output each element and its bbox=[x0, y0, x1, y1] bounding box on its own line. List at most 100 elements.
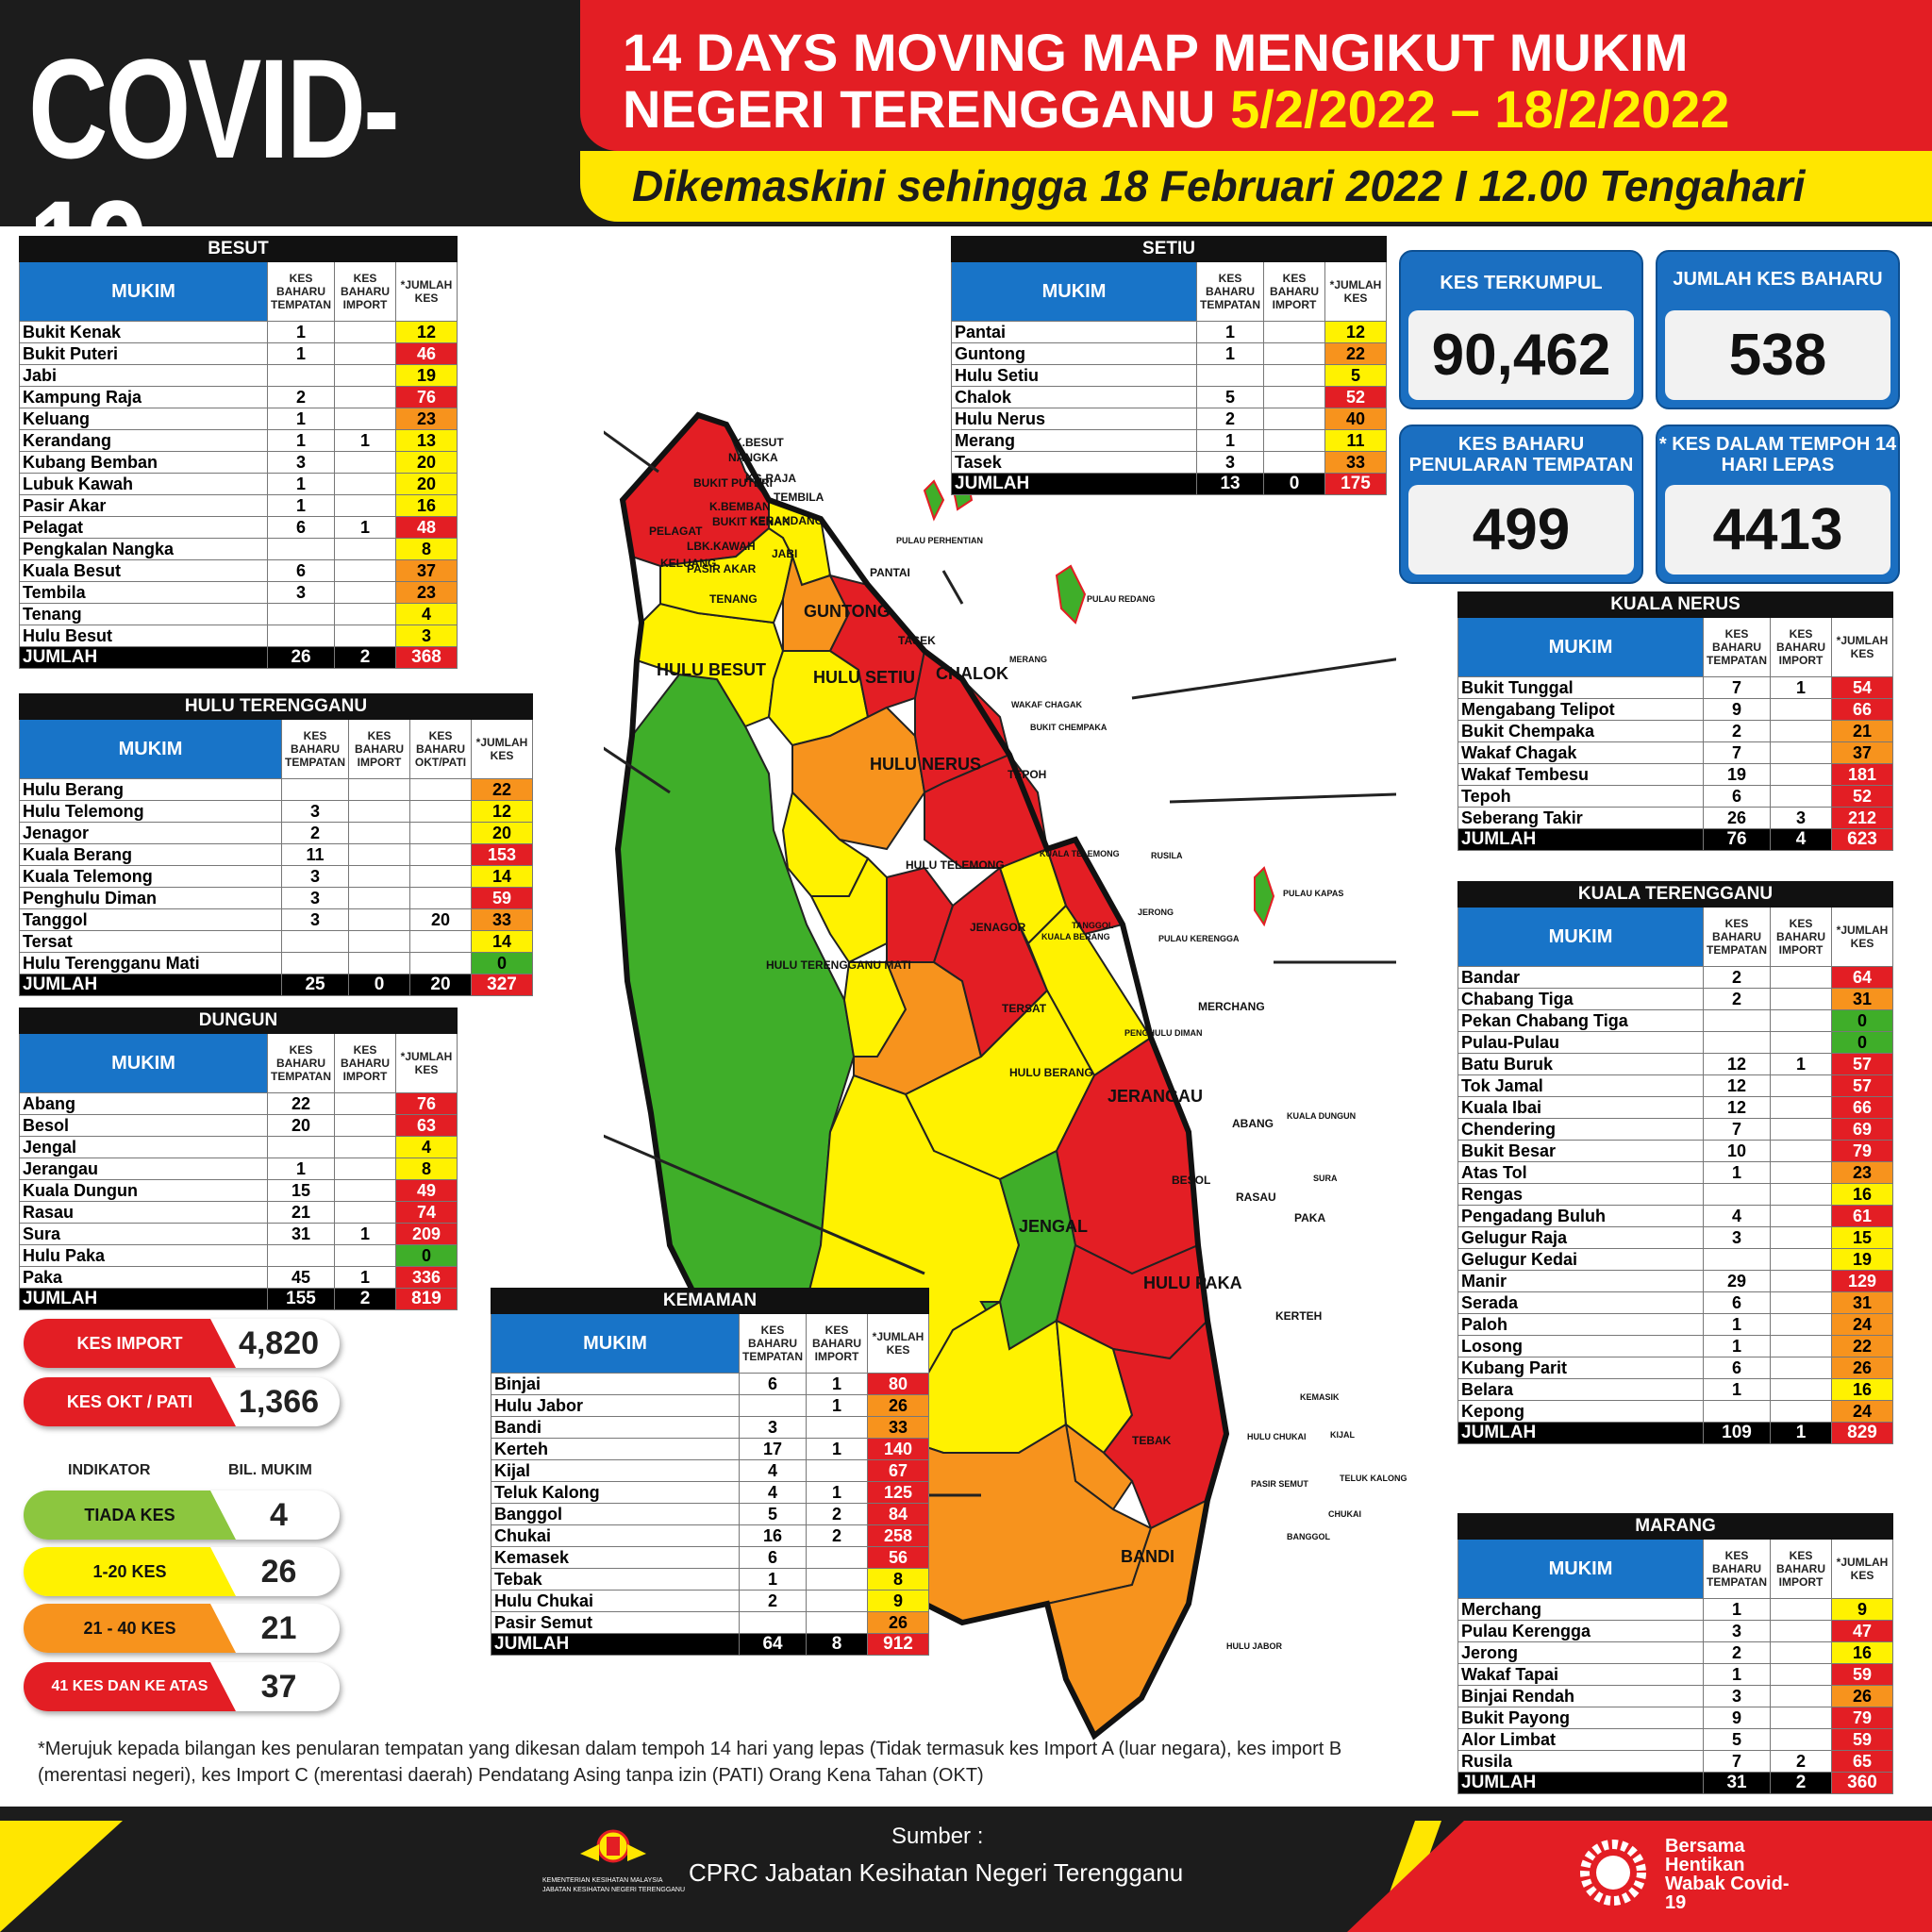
footnote: *Merujuk kepada bilangan kes penularan t… bbox=[38, 1739, 1342, 1786]
jumlah-cell: 5 bbox=[1324, 364, 1387, 387]
jumlah-cell: 153 bbox=[471, 843, 533, 866]
mukim-name: Bandi bbox=[490, 1416, 741, 1439]
count-cell: 26 bbox=[1703, 807, 1771, 829]
count-cell: 7 bbox=[1703, 741, 1771, 764]
indicator-21-40-value: 21 bbox=[260, 1610, 297, 1646]
jumlah-cell: 13 bbox=[395, 429, 458, 452]
label-tersat: TERSAT bbox=[1002, 1002, 1047, 1015]
count-cell bbox=[267, 1244, 335, 1267]
total-cell: 0 bbox=[348, 974, 410, 996]
jumlah-cell: 84 bbox=[867, 1503, 929, 1525]
total-label: JUMLAH bbox=[18, 1288, 269, 1310]
mukim-name: Hulu Telemong bbox=[18, 800, 283, 823]
count-cell bbox=[1703, 1031, 1771, 1054]
count-cell bbox=[806, 1459, 868, 1482]
total-cell: 0 bbox=[1263, 473, 1325, 495]
count-cell: 7 bbox=[1703, 1750, 1771, 1773]
indicator-heading: INDIKATOR bbox=[68, 1462, 151, 1478]
label-jerong: JERONG bbox=[1138, 908, 1174, 917]
jumlah-cell: 26 bbox=[1831, 1685, 1893, 1707]
count-cell bbox=[1263, 451, 1325, 474]
count-cell bbox=[281, 952, 349, 974]
label-merang: MERANG bbox=[1009, 655, 1047, 664]
jumlah-cell: 24 bbox=[1831, 1313, 1893, 1336]
indicator-1-20-value: 26 bbox=[260, 1554, 297, 1590]
table-row: Seberang Takir 26 3 212 bbox=[1457, 807, 1893, 829]
label-wakaf-chagak: WAKAF CHAGAK bbox=[1011, 700, 1082, 709]
count-cell bbox=[1770, 1378, 1832, 1401]
count-cell: 3 bbox=[739, 1416, 807, 1439]
mukim-name: Banggol bbox=[490, 1503, 741, 1525]
count-cell: 1 bbox=[1703, 1598, 1771, 1621]
label-jenagor: JENAGOR bbox=[970, 921, 1026, 934]
jumlah-cell: 16 bbox=[1831, 1641, 1893, 1664]
col-header-kes_import: KES BAHARU IMPORT bbox=[1263, 261, 1325, 322]
count-cell: 1 bbox=[334, 1223, 396, 1245]
total-cell: 64 bbox=[739, 1633, 807, 1656]
count-cell: 29 bbox=[1703, 1270, 1771, 1292]
mukim-name: Hulu Jabor bbox=[490, 1394, 741, 1417]
total-label: JUMLAH bbox=[18, 974, 283, 996]
label-besut-mukim-3: KG.RAJA bbox=[745, 472, 797, 485]
count-cell: 1 bbox=[1770, 1053, 1832, 1075]
label-pulau-kerengga: PULAU KERENGGA bbox=[1158, 934, 1240, 943]
jumlah-cell: 336 bbox=[395, 1266, 458, 1289]
indicator-tiada-kes-value: 4 bbox=[270, 1497, 288, 1533]
mukim-name: Hulu Nerus bbox=[950, 408, 1198, 430]
count-cell: 45 bbox=[267, 1266, 335, 1289]
count-cell: 1 bbox=[1703, 1313, 1771, 1336]
table-row: Rengas 16 bbox=[1457, 1183, 1893, 1206]
jumlah-cell: 66 bbox=[1831, 698, 1893, 721]
count-cell: 6 bbox=[1703, 1291, 1771, 1314]
table-row: Bukit Payong 9 79 bbox=[1457, 1707, 1893, 1729]
table-row: Paka 45 1 336 bbox=[18, 1266, 458, 1289]
count-cell bbox=[1703, 1009, 1771, 1032]
mukim-name: Chabang Tiga bbox=[1457, 988, 1705, 1010]
indicator-21-40: 21 - 40 KES 21 bbox=[24, 1604, 340, 1653]
jumlah-cell: 14 bbox=[471, 865, 533, 888]
jumlah-cell: 74 bbox=[395, 1201, 458, 1224]
count-cell bbox=[267, 538, 335, 560]
jumlah-cell: 209 bbox=[395, 1223, 458, 1245]
mukim-name: Jenagor bbox=[18, 822, 283, 844]
table-row: Alor Limbat 5 59 bbox=[1457, 1728, 1893, 1751]
label-merchang: MERCHANG bbox=[1198, 1000, 1265, 1013]
label-kerteh: KERTEH bbox=[1275, 1309, 1323, 1323]
arrow-marang bbox=[1274, 960, 1396, 964]
total-row: JUMLAH 64 8 912 bbox=[490, 1633, 929, 1656]
table-row: Gelugur Raja 3 15 bbox=[1457, 1226, 1893, 1249]
count-cell bbox=[348, 887, 410, 909]
label-kijal: KIJAL bbox=[1330, 1430, 1356, 1440]
count-cell: 2 bbox=[806, 1524, 868, 1547]
col-header-mukim: MUKIM bbox=[18, 1033, 269, 1093]
mukim-name: Kampung Raja bbox=[18, 386, 269, 408]
count-cell: 2 bbox=[1196, 408, 1264, 430]
count-cell bbox=[1770, 1009, 1832, 1032]
total-cell: 13 bbox=[1196, 473, 1264, 495]
mukim-name: Pengadang Buluh bbox=[1457, 1205, 1705, 1227]
table-title: BESUT bbox=[19, 236, 458, 262]
total-row: JUMLAH 109 1 829 bbox=[1457, 1422, 1893, 1444]
table-row: Manir 29 129 bbox=[1457, 1270, 1893, 1292]
table-row: Banggol 5 2 84 bbox=[490, 1503, 929, 1525]
label-paka: PAKA bbox=[1294, 1211, 1326, 1224]
count-cell: 1 bbox=[1703, 1663, 1771, 1686]
jumlah-cell: 16 bbox=[1831, 1378, 1893, 1401]
table-row: Rasau 21 74 bbox=[18, 1201, 458, 1224]
count-cell: 3 bbox=[1703, 1226, 1771, 1249]
count-cell bbox=[1770, 1140, 1832, 1162]
label-hulu-besut: HULU BESUT bbox=[657, 660, 766, 679]
col-header-jumlah: *JUMLAH KES bbox=[395, 261, 458, 322]
stat-jumlah-kes-baharu-label: JUMLAH KES BAHARU bbox=[1673, 269, 1883, 290]
table-hulu-terengganu: HULU TERENGGANU MUKIM KES BAHARU TEMPATAN K… bbox=[18, 693, 533, 996]
table-title: KEMAMAN bbox=[491, 1288, 929, 1314]
mukim-name: Bukit Puteri bbox=[18, 342, 269, 365]
count-cell bbox=[806, 1568, 868, 1591]
table-row: Penghulu Diman 3 59 bbox=[18, 887, 533, 909]
table-row: Serada 6 31 bbox=[1457, 1291, 1893, 1314]
table-row: Bukit Tunggal 7 1 54 bbox=[1457, 676, 1893, 699]
mukim-name: Batu Buruk bbox=[1457, 1053, 1705, 1075]
col-header-kes_import: KES BAHARU IMPORT bbox=[1770, 1539, 1832, 1599]
table-row: Wakaf Tembesu 19 181 bbox=[1457, 763, 1893, 786]
count-cell bbox=[281, 930, 349, 953]
